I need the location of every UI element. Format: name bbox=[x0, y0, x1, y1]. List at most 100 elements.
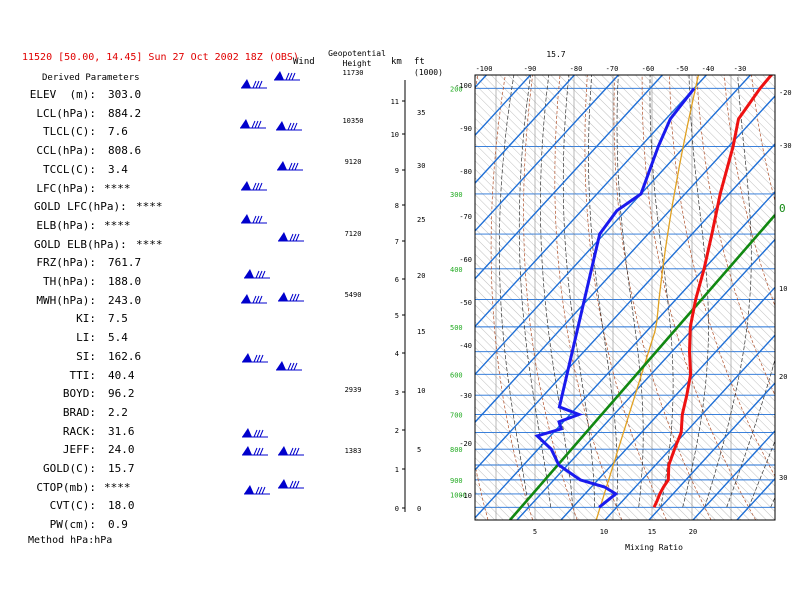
isotherm bbox=[560, 286, 775, 520]
right-temperature-tick: -20 bbox=[779, 89, 792, 97]
mixing-ratio-label: Mixing Ratio bbox=[625, 543, 683, 552]
wind-barb bbox=[244, 485, 270, 495]
param-value: 24.0 bbox=[108, 443, 135, 457]
mixing-ratio-tick: 15 bbox=[648, 528, 656, 536]
km-tick-label: 9 bbox=[395, 167, 399, 175]
isotherm bbox=[604, 334, 775, 520]
km-tick-label: 0 bbox=[395, 505, 399, 513]
method-label: Method hPa:hPa bbox=[28, 535, 113, 546]
skewt-plot-area bbox=[0, 75, 775, 520]
param-label: GOLD LFC(hPa): bbox=[34, 200, 127, 214]
param-value: **** bbox=[104, 218, 131, 232]
isotherm bbox=[475, 75, 663, 280]
top-temperature-tick: -70 bbox=[606, 65, 619, 73]
wind-barb bbox=[276, 121, 302, 131]
left-temperature-tick: -40 bbox=[459, 342, 472, 350]
freezing-level-label: 0 bbox=[779, 202, 786, 215]
wind-barb bbox=[242, 353, 268, 363]
plot-frame bbox=[474, 74, 776, 521]
isotherm bbox=[0, 75, 354, 520]
parcel-path-line bbox=[509, 214, 775, 520]
left-temperature-tick: -10 bbox=[459, 492, 472, 500]
param-value: 188.0 bbox=[108, 275, 142, 288]
ft-tick-label: 15 bbox=[417, 328, 425, 336]
moist-adiabat bbox=[562, 75, 596, 508]
isotherm bbox=[0, 75, 310, 520]
dry-adiabat bbox=[669, 75, 775, 477]
param-label: SI: bbox=[76, 349, 96, 363]
mixing-ratio-tick: 20 bbox=[689, 528, 697, 536]
isotherm bbox=[475, 75, 619, 232]
moist-adiabat bbox=[682, 75, 709, 508]
param-value: 162.6 bbox=[108, 349, 142, 363]
ft-tick-label: 30 bbox=[417, 162, 425, 170]
ft-tick-label: 35 bbox=[417, 109, 425, 117]
dry-adiabat bbox=[422, 75, 450, 520]
param-label: TCCL(C): bbox=[43, 162, 96, 176]
km-tick-label: 7 bbox=[395, 238, 399, 246]
km-tick-label: 3 bbox=[395, 389, 399, 397]
top-temperature-tick: -50 bbox=[676, 65, 689, 73]
param-value: 15.7 bbox=[108, 462, 135, 475]
ft-label: ft bbox=[414, 57, 425, 67]
km-tick-label: 2 bbox=[395, 427, 399, 435]
km-tick-label: 6 bbox=[395, 276, 399, 284]
geopotential-label: Geopotential bbox=[328, 49, 386, 58]
right-temperature-tick: 10 bbox=[779, 285, 787, 293]
param-value: **** bbox=[136, 237, 163, 251]
param-value: 761.7 bbox=[108, 256, 142, 270]
mixing-ratio-tick: 10 bbox=[600, 528, 608, 536]
wind-barb bbox=[241, 294, 267, 304]
param-label: TH(hPa): bbox=[43, 275, 96, 288]
wind-barb bbox=[278, 232, 304, 242]
top-temperature-tick: -30 bbox=[734, 65, 747, 73]
pressure-label: 700 bbox=[450, 411, 463, 419]
dry-adiabat bbox=[523, 75, 578, 520]
dry-adiabat bbox=[490, 75, 534, 520]
km-label: km bbox=[391, 57, 402, 67]
geopotential-height-value: 2939 bbox=[345, 386, 362, 394]
top-temperature-tick: -90 bbox=[524, 65, 537, 73]
left-temperature-tick: -70 bbox=[459, 213, 472, 221]
wind-barb bbox=[244, 269, 270, 279]
ft-unit-label: (1000) bbox=[414, 68, 443, 77]
temperature-profile bbox=[652, 75, 774, 508]
param-label: CCL(hPa): bbox=[36, 144, 96, 158]
pressure-label: 300 bbox=[450, 191, 463, 199]
isotherm bbox=[475, 75, 531, 137]
isotherm bbox=[516, 238, 775, 520]
dry-adiabat bbox=[584, 75, 667, 520]
wind-barb bbox=[241, 181, 267, 191]
param-value: 243.0 bbox=[108, 293, 142, 307]
param-value: 7.5 bbox=[108, 312, 128, 326]
wind-barb bbox=[274, 71, 300, 81]
dewpoint-profile bbox=[534, 87, 696, 509]
km-tick-label: 1 bbox=[395, 466, 399, 474]
derived-parameters-heading: Derived Parameters bbox=[42, 73, 140, 83]
top-temperature-tick: -80 bbox=[570, 65, 583, 73]
isotherm bbox=[475, 95, 775, 424]
ft-tick-label: 25 bbox=[417, 216, 425, 224]
dry-adiabat bbox=[641, 75, 757, 520]
chart-title: 11520 [50.00, 14.45] Sun 27 Oct 2002 18Z… bbox=[22, 52, 299, 63]
isotherm bbox=[0, 75, 398, 520]
wind-barb bbox=[241, 214, 267, 224]
param-label: ELEV (m): bbox=[29, 88, 96, 101]
isotherm bbox=[33, 75, 442, 520]
pressure-label: 400 bbox=[450, 266, 463, 274]
pressure-label: 1000 bbox=[450, 491, 467, 499]
hatched-background bbox=[475, 75, 775, 520]
isotherm bbox=[475, 190, 775, 519]
param-value: **** bbox=[104, 480, 131, 494]
param-label: ELB(hPa): bbox=[36, 218, 96, 232]
mixing-ratio-tick: 5 bbox=[533, 528, 537, 536]
param-label: BRAD: bbox=[62, 405, 96, 419]
wind-barb bbox=[276, 361, 302, 371]
isotherm bbox=[692, 429, 775, 520]
isotherm bbox=[475, 142, 775, 472]
wind-barb bbox=[278, 446, 304, 456]
param-label: LI: bbox=[76, 331, 96, 345]
pressure-label: 500 bbox=[450, 324, 463, 332]
param-label: CTOP(mb): bbox=[36, 480, 96, 494]
